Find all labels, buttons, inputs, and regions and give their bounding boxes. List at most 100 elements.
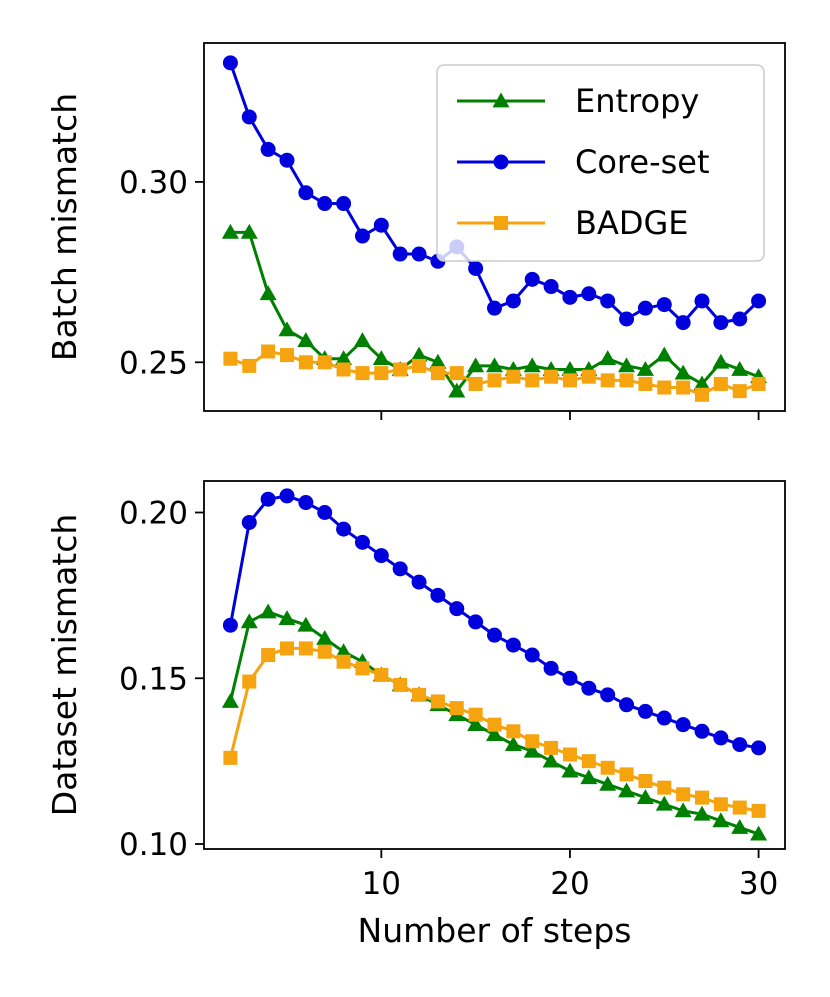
data-point — [713, 376, 728, 391]
plot-frame — [203, 480, 786, 850]
series-line — [228, 494, 759, 750]
data-point — [280, 641, 294, 656]
data-point — [600, 293, 616, 309]
data-point — [505, 293, 521, 309]
data-point — [656, 297, 672, 313]
data-point — [279, 152, 295, 168]
data-point — [280, 348, 294, 363]
legend-item-core-set: Core-set — [457, 143, 710, 181]
data-point — [713, 797, 728, 812]
y-tick-label: 0.10 — [119, 827, 188, 863]
data-point — [619, 311, 635, 327]
data-point — [655, 346, 673, 362]
data-point — [504, 736, 522, 751]
data-point — [354, 534, 370, 550]
data-point — [222, 55, 238, 71]
series-badge — [223, 344, 766, 402]
data-point — [581, 754, 596, 769]
legend-item-badge: BADGE — [457, 204, 689, 242]
plot-frame — [203, 42, 786, 412]
x-tick-label: 20 — [550, 866, 589, 902]
y-tick-label: 0.25 — [119, 345, 188, 381]
data-point — [600, 373, 615, 388]
data-point — [599, 775, 617, 791]
data-point — [637, 300, 653, 316]
data-point — [487, 300, 502, 316]
data-point — [242, 358, 257, 373]
data-point — [523, 357, 541, 373]
data-point — [523, 742, 541, 758]
data-point — [599, 350, 617, 366]
data-point — [317, 644, 332, 659]
data-point — [675, 717, 691, 733]
data-point — [618, 782, 636, 798]
y-tick-label: 0.20 — [119, 495, 188, 531]
data-point — [524, 271, 540, 287]
data-point — [392, 561, 408, 577]
data-point — [487, 627, 502, 643]
data-point — [525, 734, 540, 749]
data-point — [581, 369, 596, 384]
x-axis-label: Number of steps — [358, 911, 632, 950]
data-point — [695, 387, 709, 402]
data-point — [297, 616, 315, 632]
data-point — [600, 687, 616, 703]
legend-label: BADGE — [575, 204, 689, 242]
data-point — [674, 802, 692, 818]
data-point — [412, 687, 427, 702]
data-point — [240, 613, 258, 629]
data-point — [373, 217, 389, 233]
data-point — [297, 332, 315, 348]
data-point — [636, 789, 654, 804]
data-point — [712, 812, 730, 828]
legend-marker — [492, 92, 510, 108]
data-point — [581, 680, 597, 696]
data-point — [544, 740, 559, 755]
data-point — [751, 740, 767, 756]
data-point — [619, 767, 634, 782]
data-point — [448, 382, 466, 398]
data-point — [486, 726, 503, 741]
data-point — [544, 369, 559, 384]
y-axis-label: Dataset mismatch — [45, 514, 84, 817]
data-point — [259, 603, 277, 619]
data-point — [562, 373, 577, 388]
data-point — [354, 228, 370, 244]
data-point — [412, 358, 427, 373]
data-point — [751, 376, 766, 391]
data-point — [278, 610, 296, 625]
data-point — [279, 488, 295, 504]
data-point — [221, 692, 239, 708]
legend-box — [436, 64, 765, 262]
data-point — [712, 353, 730, 369]
data-point — [638, 376, 653, 391]
data-point — [524, 647, 540, 663]
data-point — [449, 601, 465, 617]
data-point — [713, 315, 729, 331]
y-axis-label: Batch mismatch — [45, 93, 84, 361]
series-core-set — [222, 55, 767, 331]
data-point — [487, 373, 502, 388]
data-point — [618, 357, 636, 373]
data-point — [732, 737, 748, 753]
data-point — [543, 660, 559, 676]
legend-marker — [494, 216, 508, 230]
data-point — [561, 361, 579, 376]
data-point — [731, 818, 749, 834]
data-point — [657, 380, 672, 395]
data-point — [298, 641, 313, 656]
data-point — [317, 196, 333, 212]
data-point — [241, 109, 257, 125]
data-point — [506, 369, 521, 384]
data-point — [393, 362, 408, 377]
data-point — [430, 587, 446, 603]
legend-label: Entropy — [575, 82, 699, 120]
y-tick-label: 0.30 — [119, 165, 188, 201]
data-point — [657, 780, 672, 795]
data-point — [317, 355, 332, 370]
data-point — [600, 760, 615, 775]
data-point — [693, 375, 711, 391]
data-point — [392, 246, 408, 262]
chart-panel-1: Entropy Core-set BADGE 0.25 0.30 Batch mismat… — [45, 42, 786, 420]
